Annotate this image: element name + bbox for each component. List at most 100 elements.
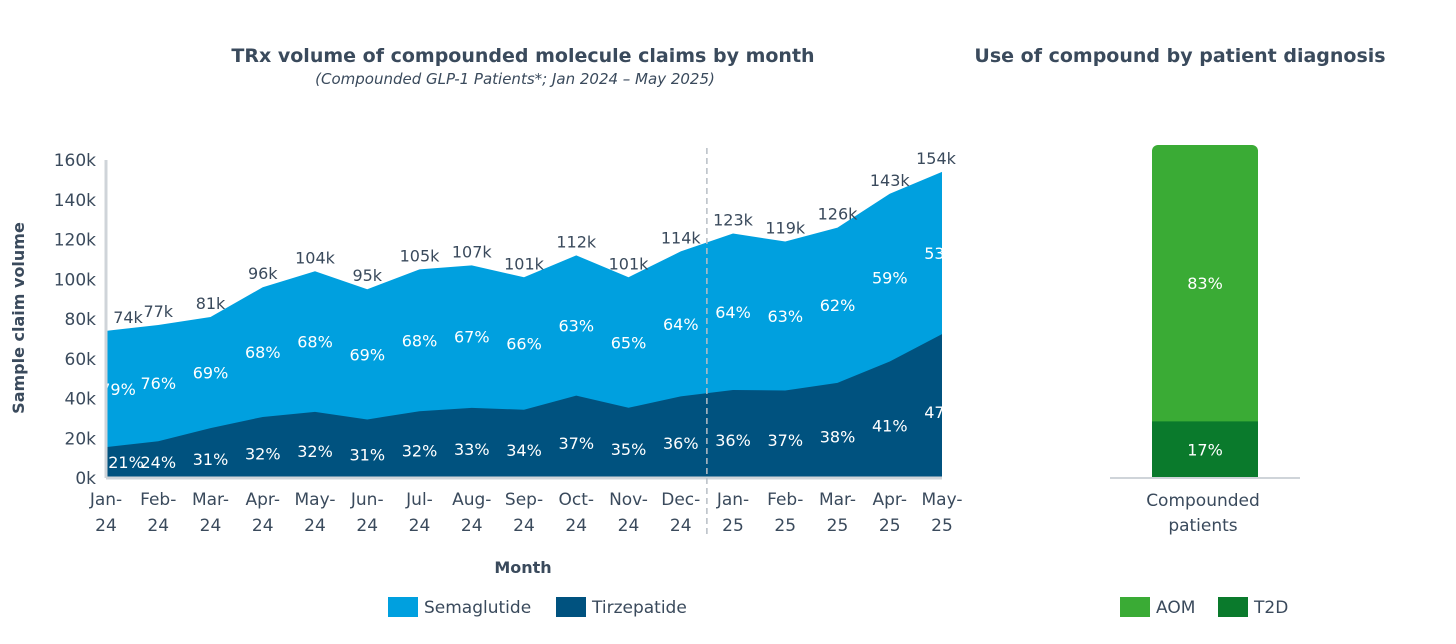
y-tick-label: 80k [65,310,97,330]
aom-data-label: 83% [1187,274,1223,293]
x-tick-label: 24 [200,516,222,536]
semaglutide-share-label: 68% [245,343,281,362]
x-tick-label: Nov- [609,490,648,510]
x-tick-label: 24 [670,516,692,536]
semaglutide-share-label: 66% [506,335,542,354]
tirzepatide-share-label: 36% [663,434,699,453]
tirzepatide-area [106,334,942,478]
tirzepatide-share-label: 47% [924,403,960,422]
x-tick-label: 24 [461,516,483,536]
t2d-data-label: 17% [1187,441,1223,460]
tirzepatide-share-label: 34% [506,441,542,460]
x-tick-label: Oct- [558,490,594,510]
aom-bar-segment [1152,145,1258,428]
total-data-label: 154k [916,149,957,168]
total-data-label: 107k [452,242,493,261]
semaglutide-share-label: 79% [100,380,136,399]
tirzepatide-share-label: 41% [872,417,908,436]
x-tick-label: Mar- [819,490,856,510]
total-data-label: 112k [556,232,597,251]
tirzepatide-share-label: 36% [715,431,751,450]
total-data-label: 114k [661,228,702,247]
x-tick-label: 25 [722,516,744,536]
tirzepatide-share-label: 32% [245,444,281,463]
total-data-label: 126k [818,205,859,224]
y-tick-label: 20k [65,429,97,449]
semaglutide-share-label: 64% [663,315,699,334]
x-tick-label: Dec- [661,490,700,510]
total-data-label: 101k [504,254,545,273]
y-axis-label: Sample claim volume [9,222,28,414]
tirzepatide-share-label: 37% [558,434,594,453]
x-tick-label: May- [295,490,336,510]
right-category-label-line2: patients [1168,516,1237,536]
legend-label-semaglutide: Semaglutide [424,598,531,618]
x-axis-label: Month [494,558,551,577]
x-tick-label: Jan- [716,490,749,510]
total-data-label: 123k [713,211,754,230]
chart-subtitle: (Compounded GLP-1 Patients*; Jan 2024 – … [315,70,715,88]
tirzepatide-share-label: 37% [767,431,803,450]
right-category-label-line1: Compounded [1146,491,1260,511]
legend-label-aom: AOM [1156,598,1195,618]
total-data-label: 119k [765,218,806,237]
total-data-label: 95k [352,266,382,285]
legend-label-tirzepatide: Tirzepatide [591,598,687,618]
y-tick-label: 0k [75,469,96,489]
x-tick-label: 24 [252,516,274,536]
total-data-label: 96k [248,264,278,283]
x-tick-label: 24 [565,516,587,536]
right-chart-title: Use of compound by patient diagnosis [974,45,1385,67]
tirzepatide-share-label: 31% [349,446,385,465]
x-tick-label: 24 [147,516,169,536]
y-tick-label: 160k [54,151,96,171]
semaglutide-share-label: 69% [193,364,229,383]
tirzepatide-share-label: 21% [108,453,144,472]
x-tick-label: Aug- [452,490,491,510]
x-tick-label: Jun- [350,490,384,510]
semaglutide-share-label: 76% [140,374,176,393]
x-tick-label: Feb- [767,490,803,510]
legend-swatch-aom [1120,597,1150,617]
semaglutide-share-label: 65% [611,334,647,353]
tirzepatide-share-label: 24% [140,453,176,472]
x-tick-label: Jan- [89,490,122,510]
x-tick-label: Apr- [246,490,280,510]
semaglutide-share-label: 53% [924,244,960,263]
semaglutide-share-label: 63% [767,307,803,326]
y-tick-label: 100k [54,270,96,290]
legend-swatch-semaglutide [388,597,418,617]
x-tick-label: May- [922,490,963,510]
tirzepatide-share-label: 35% [611,440,647,459]
total-data-label: 81k [196,294,226,313]
semaglutide-share-label: 63% [558,317,594,336]
x-tick-label: Sep- [505,490,543,510]
total-data-label: 105k [400,246,441,265]
x-tick-label: 24 [95,516,117,536]
semaglutide-share-label: 62% [820,296,856,315]
y-tick-label: 40k [65,390,97,410]
y-tick-label: 120k [54,231,96,251]
total-data-label: 74k [113,308,143,327]
x-tick-label: 24 [513,516,535,536]
semaglutide-share-label: 68% [402,331,438,350]
tirzepatide-share-label: 38% [820,427,856,446]
tirzepatide-share-label: 32% [297,442,333,461]
x-tick-label: 24 [618,516,640,536]
y-tick-label: 140k [54,191,96,211]
x-tick-label: 24 [304,516,326,536]
x-tick-label: 24 [409,516,431,536]
x-tick-label: 25 [827,516,849,536]
tirzepatide-share-label: 32% [402,442,438,461]
total-data-label: 143k [870,171,911,190]
tirzepatide-share-label: 33% [454,440,490,459]
semaglutide-share-label: 69% [349,345,385,364]
chart-title: TRx volume of compounded molecule claims… [231,45,814,67]
semaglutide-share-label: 59% [872,269,908,288]
legend-label-t2d: T2D [1253,598,1288,618]
x-tick-label: 24 [356,516,378,536]
total-data-label: 101k [609,254,650,273]
y-tick-label: 60k [65,350,97,370]
